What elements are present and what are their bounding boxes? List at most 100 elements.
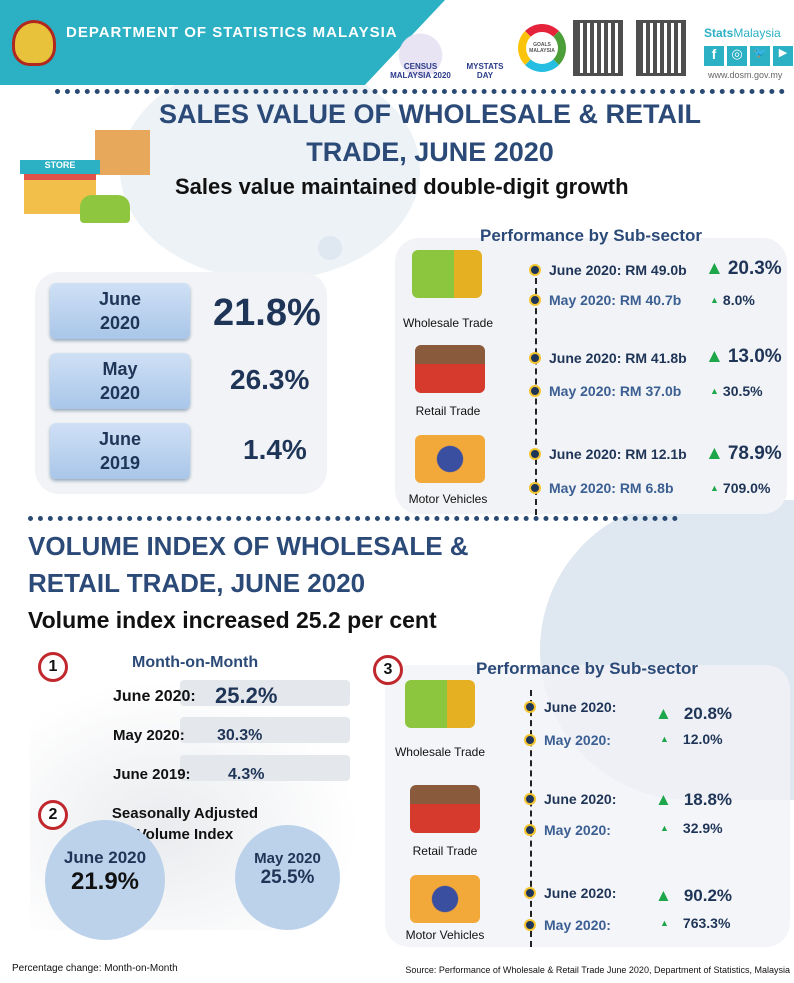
- sa-value: 25.5%: [260, 867, 315, 888]
- instagram-icon[interactable]: ◎: [727, 46, 747, 66]
- volume-title-line2: RETAIL TRADE, JUNE 2020: [28, 568, 366, 598]
- sa-value: 21.9%: [70, 868, 140, 895]
- sa-title-line1: Seasonally Adjusted: [111, 805, 259, 822]
- volume-subtitle: Volume index increased 25.2 per cent: [28, 607, 437, 633]
- bullet-icon: [529, 294, 541, 306]
- previous-value: May 2020: RM 6.8b: [549, 480, 674, 496]
- up-arrow-icon: ▲: [705, 346, 724, 367]
- qr-code-facebook[interactable]: [636, 20, 686, 76]
- current-pct: 78.9%: [727, 443, 782, 464]
- period-may-2020: May 2020: [50, 353, 190, 409]
- period-label: May: [102, 359, 138, 379]
- website-link[interactable]: www.dosm.gov.my: [708, 70, 783, 80]
- sa-label: June 2020: [63, 848, 147, 867]
- current-pct: 20.8%: [683, 704, 733, 723]
- up-arrow-icon: ▲: [705, 443, 724, 464]
- up-arrow-icon: ▲: [710, 483, 719, 493]
- sector-previous: May 2020: RM 37.0b: [529, 383, 681, 399]
- retail-shop-icon: [415, 345, 485, 393]
- up-arrow-icon: ▲: [660, 823, 669, 833]
- period-year: 2020: [99, 383, 141, 403]
- bullet-icon: [524, 887, 536, 899]
- period-june-2019: June 2019: [50, 423, 190, 479]
- bullet-icon: [529, 352, 541, 364]
- census-logo[interactable]: CENSUS MALAYSIA 2020: [383, 18, 458, 80]
- bullet-icon: [529, 482, 541, 494]
- current-label: June 2020:: [544, 699, 617, 715]
- mom-label: May 2020:: [113, 727, 185, 744]
- period-year: 2020: [99, 313, 141, 333]
- bar-bg: [180, 680, 350, 706]
- mom-label: June 2019:: [113, 766, 191, 783]
- current-growth: ▲ 20.3%: [705, 258, 782, 280]
- mom-value: 30.3%: [217, 727, 263, 744]
- twitter-icon[interactable]: 🐦: [750, 46, 770, 66]
- current-growth: ▲ 13.0%: [705, 346, 782, 368]
- previous-pct: 709.0%: [722, 480, 771, 496]
- bullet-icon: [529, 264, 541, 276]
- period-june-2020: June 2020: [50, 283, 190, 339]
- current-value: June 2020: RM 41.8b: [549, 350, 687, 366]
- bar-bg: [180, 717, 350, 743]
- growth-value: 21.8%: [213, 292, 321, 334]
- boxes: [95, 130, 150, 175]
- volume-title-line1: VOLUME INDEX OF WHOLESALE &: [28, 531, 469, 561]
- previous-pct: 30.5%: [722, 383, 763, 399]
- sa-may-circle: May 2020 25.5%: [235, 825, 340, 930]
- sector-current: June 2020:: [524, 885, 616, 901]
- subsector-title: Performance by Sub-sector: [476, 659, 699, 678]
- current-label: June 2020:: [544, 885, 617, 901]
- sector-current: June 2020: RM 12.1b: [529, 446, 687, 462]
- previous-growth: ▲ 709.0%: [710, 480, 770, 496]
- bullet-icon: [524, 824, 536, 836]
- sa-title: Seasonally Adjusted Volume Index: [110, 803, 260, 845]
- bullet-icon: [524, 701, 536, 713]
- motor-vehicles-icon: [410, 875, 480, 923]
- sector-name: Wholesale Trade: [394, 745, 486, 759]
- previous-value: May 2020: RM 37.0b: [549, 383, 682, 399]
- sector-current: June 2020:: [524, 791, 616, 807]
- header-band: [0, 0, 445, 85]
- period-year: 2019: [99, 453, 141, 473]
- sa-june-circle: June 2020 21.9%: [45, 820, 165, 940]
- sector-current: June 2020: RM 41.8b: [529, 350, 687, 366]
- sector-name: Wholesale Trade: [402, 316, 494, 330]
- current-value: June 2020: RM 49.0b: [549, 262, 687, 278]
- previous-growth: ▲ 763.3%: [660, 915, 730, 931]
- mystats-day-logo[interactable]: MYSTATS DAY: [466, 62, 504, 80]
- sdg-logo[interactable]: GOALS MALAYSIA: [518, 24, 566, 72]
- youtube-icon[interactable]: ▶: [773, 46, 793, 66]
- up-arrow-icon: ▲: [655, 704, 672, 723]
- footer-source: Source: Performance of Wholesale & Retai…: [405, 965, 790, 975]
- volume-title: VOLUME INDEX OF WHOLESALE & RETAIL TRADE,…: [28, 528, 469, 602]
- brand-name: StatsMalaysia: [704, 26, 781, 40]
- facebook-icon[interactable]: f: [704, 46, 724, 66]
- sector-name: Retail Trade: [412, 844, 478, 858]
- growth-value: 26.3%: [230, 364, 310, 395]
- bullet-icon: [529, 448, 541, 460]
- social-icons: f ◎ 🐦 ▶: [704, 46, 793, 66]
- current-growth: ▲ 78.9%: [705, 443, 782, 465]
- sector-previous: May 2020: RM 6.8b: [529, 480, 674, 496]
- mom-title: Month-on-Month: [132, 654, 259, 671]
- bullet-icon: [524, 919, 536, 931]
- previous-label: May 2020:: [544, 917, 611, 933]
- motor-vehicles-icon: [415, 435, 485, 483]
- qr-code-website[interactable]: [573, 20, 623, 76]
- org-name: DEPARTMENT OF STATISTICS MALAYSIA: [66, 24, 398, 41]
- bullet-icon: [529, 385, 541, 397]
- mom-value: 25.2%: [215, 683, 278, 708]
- current-pct: 20.3%: [727, 258, 782, 279]
- current-value: June 2020: RM 12.1b: [549, 446, 687, 462]
- previous-pct: 32.9%: [682, 820, 723, 836]
- divider: [55, 89, 785, 94]
- car: [80, 195, 130, 223]
- sector-current: June 2020:: [524, 699, 616, 715]
- subsector-title: Performance by Sub-sector: [480, 226, 703, 245]
- wholesale-forklift-icon: [412, 250, 482, 298]
- previous-growth: ▲ 12.0%: [660, 731, 723, 747]
- retail-shop-icon: [410, 785, 480, 833]
- decor-bubble: [318, 236, 342, 260]
- store-sign: STORE: [20, 160, 100, 174]
- footer-note: Percentage change: Month-on-Month: [12, 963, 178, 974]
